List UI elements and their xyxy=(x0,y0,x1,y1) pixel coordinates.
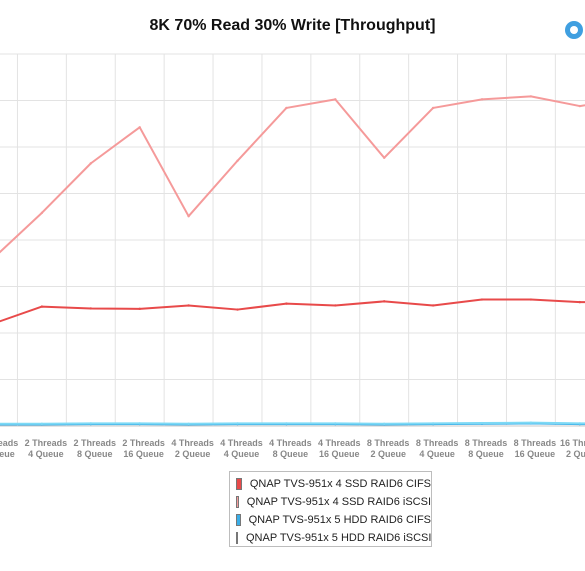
data-point xyxy=(40,305,44,308)
x-tick-label: 4 Threads xyxy=(220,438,263,448)
x-tick-label: 8 Threads xyxy=(416,438,459,448)
legend-item-ssd-cifs[interactable]: QNAP TVS-951x 4 SSD RAID6 CIFS xyxy=(230,475,431,493)
legend-label: QNAP TVS-951x 5 HDD RAID6 CIFS xyxy=(248,514,431,526)
series-lines xyxy=(0,95,585,426)
x-tick-label: 2 Threads xyxy=(74,438,117,448)
x-tick-label: 4 Queue xyxy=(28,449,64,459)
data-point xyxy=(578,300,581,304)
x-tick-label: 16 Queue xyxy=(123,449,164,459)
info-icon[interactable] xyxy=(565,21,583,39)
x-tick-label: 8 Threads xyxy=(367,438,410,448)
data-point xyxy=(187,422,190,425)
data-point xyxy=(383,422,386,425)
x-tick-label: 8 Queue xyxy=(273,449,309,459)
data-point xyxy=(138,307,141,311)
legend-swatch xyxy=(236,532,238,544)
data-point xyxy=(285,106,288,110)
x-tick-label: 16 Queue xyxy=(319,449,360,459)
x-tick-label: 8 Threads xyxy=(514,438,557,448)
data-point xyxy=(480,421,484,425)
x-tick-label: 4 Threads xyxy=(269,438,312,448)
data-point xyxy=(187,214,190,218)
data-point xyxy=(285,302,288,305)
grid-lines xyxy=(0,53,585,427)
x-tick-label: 16 Threads xyxy=(560,438,585,448)
data-point xyxy=(187,304,190,307)
data-point xyxy=(431,422,435,425)
x-tick-label: 4 Queue xyxy=(419,449,455,459)
data-point xyxy=(334,422,337,425)
series-line-0 xyxy=(0,298,585,323)
data-point xyxy=(431,106,435,110)
data-point xyxy=(383,300,386,303)
data-point xyxy=(89,162,93,165)
x-tick-label: 4 Queue xyxy=(224,449,260,459)
data-point xyxy=(334,98,337,101)
x-tick-label: 4 Threads xyxy=(318,438,361,448)
data-point xyxy=(285,422,288,425)
legend-item-ssd-iscsi[interactable]: QNAP TVS-951x 4 SSD RAID6 iSCSI xyxy=(230,493,431,511)
x-tick-label: 2 Threads xyxy=(122,438,165,448)
legend-label: QNAP TVS-951x 4 SSD RAID6 iSCSI xyxy=(246,496,431,508)
data-point xyxy=(40,211,44,215)
legend-item-hdd-iscsi[interactable]: QNAP TVS-951x 5 HDD RAID6 iSCSI xyxy=(230,529,431,547)
x-tick-label: 8 Threads xyxy=(465,438,508,448)
series-line-3 xyxy=(0,421,585,425)
x-tick-label: 2 Threads xyxy=(0,438,18,448)
legend-label: QNAP TVS-951x 4 SSD RAID6 CIFS xyxy=(249,478,431,490)
series-line-1 xyxy=(0,95,585,254)
data-point xyxy=(480,98,484,101)
data-point xyxy=(529,95,533,98)
x-tick-label: 8 Queue xyxy=(77,449,113,459)
legend-label: QNAP TVS-951x 5 HDD RAID6 iSCSI xyxy=(246,532,432,544)
data-point xyxy=(89,307,93,310)
data-point xyxy=(480,298,484,301)
x-tick-label: 2 Queue xyxy=(370,449,406,459)
data-point xyxy=(431,304,435,307)
x-tick-label: 8 Queue xyxy=(468,449,504,459)
x-tick-label: 2 Queue xyxy=(175,449,211,459)
data-point xyxy=(334,304,337,307)
x-tick-label: 4 Threads xyxy=(171,438,214,448)
data-point xyxy=(138,422,141,425)
data-point xyxy=(89,422,93,425)
legend-swatch xyxy=(236,514,241,526)
legend-swatch xyxy=(236,478,242,490)
x-tick-label: 2 Threads xyxy=(25,438,68,448)
data-point xyxy=(529,298,533,301)
legend-item-hdd-cifs[interactable]: QNAP TVS-951x 5 HDD RAID6 CIFS xyxy=(230,511,431,529)
data-point xyxy=(236,422,239,425)
x-tick-label: 16 Queue xyxy=(515,449,556,459)
data-point xyxy=(578,422,581,425)
data-point xyxy=(40,422,44,425)
data-point xyxy=(529,421,533,424)
data-point xyxy=(578,104,581,108)
data-point xyxy=(383,156,386,159)
data-point xyxy=(138,126,141,129)
chart-title: 8K 70% Read 30% Write [Throughput] xyxy=(149,17,436,34)
legend-swatch xyxy=(236,496,239,508)
data-point xyxy=(236,308,239,311)
data-point xyxy=(236,159,239,162)
x-tick-label: 2 Queue xyxy=(0,449,15,459)
legend: QNAP TVS-951x 4 SSD RAID6 CIFS QNAP TVS-… xyxy=(229,471,432,547)
x-tick-label: 2 Queue xyxy=(566,449,585,459)
